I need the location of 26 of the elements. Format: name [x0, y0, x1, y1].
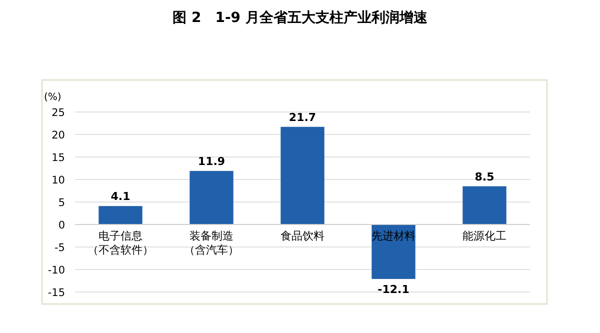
y-tick-label: 5 [58, 197, 65, 209]
bar [280, 126, 324, 224]
bar [98, 206, 142, 224]
y-tick-label: 20 [52, 130, 65, 142]
y-tick-label: -5 [54, 242, 65, 254]
data-label: 21.7 [288, 110, 316, 124]
y-tick-label: 25 [52, 107, 65, 119]
bar [190, 170, 234, 224]
data-label: -12.1 [378, 282, 410, 296]
x-tick-label: 电子信息（不含软件） [88, 230, 154, 256]
bar [462, 186, 506, 224]
y-tick-label: -15 [48, 287, 65, 299]
y-axis-title: (%) [44, 92, 62, 103]
x-tick-label: 装备制造（含汽车） [184, 230, 239, 256]
y-tick-label: 10 [52, 174, 65, 186]
y-tick-label: 15 [52, 152, 65, 164]
data-label: 11.9 [198, 154, 226, 168]
y-tick-label: -10 [48, 264, 65, 276]
x-tick-label: 先进材料 [372, 230, 416, 242]
x-tick-label: 能源化工 [462, 230, 506, 242]
bar [372, 224, 416, 279]
x-tick-label: 食品饮料 [280, 230, 324, 242]
y-tick-label: 0 [58, 220, 65, 232]
chart-title: 图 2 1-9 月全省五大支柱产业利润增速 [172, 9, 428, 26]
data-label: 8.5 [474, 170, 494, 184]
data-label: 4.1 [110, 190, 130, 204]
